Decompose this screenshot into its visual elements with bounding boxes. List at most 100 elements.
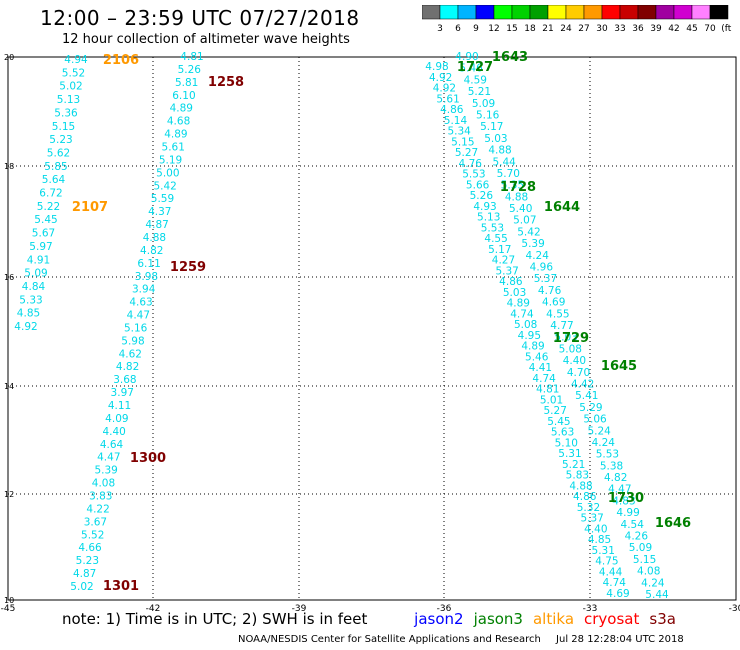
wave-height-label: 4.24: [641, 577, 665, 589]
wave-height-label: 4.88: [488, 145, 511, 157]
wave-height-label: 5.02: [59, 81, 82, 93]
pass-time-label: 1643: [492, 50, 528, 65]
wave-height-label: 6.72: [39, 188, 62, 200]
wave-height-label: 4.92: [433, 83, 456, 95]
wave-height-label: 5.61: [436, 93, 459, 105]
wave-height-label: 4.90: [455, 51, 478, 63]
wave-height-label: 4.87: [145, 219, 168, 231]
wave-height-label: 4.09: [105, 413, 128, 425]
wave-height-label: 4.89: [164, 129, 187, 141]
wave-height-label: 4.74: [510, 308, 534, 320]
colorbar-label: 36: [632, 24, 644, 34]
wave-height-label: 4.95: [518, 330, 541, 342]
wave-height-label: 4.76: [459, 158, 483, 170]
wave-height-label: 3.98: [135, 271, 158, 283]
colorbar-label: 15: [506, 24, 517, 34]
lon-tick-label: -45: [1, 604, 16, 614]
wave-height-label: 5.38: [600, 460, 623, 472]
wave-height-label: 5.15: [52, 121, 75, 133]
wave-height-label: 5.01: [540, 394, 563, 406]
wave-height-label: 4.77: [550, 320, 573, 332]
wave-height-label: 4.08: [637, 566, 660, 578]
wave-height-label: 5.17: [488, 244, 511, 256]
colorbar-label: 3: [437, 24, 443, 34]
wave-height-label: 4.89: [507, 298, 530, 310]
wave-height-label: 5.19: [159, 154, 182, 166]
wave-height-label: 5.21: [468, 86, 491, 98]
page-subtitle: 12 hour collection of altimeter wave hei…: [62, 32, 350, 47]
wave-height-label: 5.33: [19, 294, 42, 306]
wave-height-label: 4.92: [429, 72, 452, 84]
wave-height-label: 5.10: [555, 437, 578, 449]
wave-height-label: 5.97: [29, 241, 52, 253]
wave-height-label: 4.88: [505, 191, 528, 203]
wave-height-label: 4.40: [584, 523, 607, 535]
wave-height-label: 5.02: [70, 581, 93, 593]
wave-height-label: 3.97: [111, 387, 134, 399]
wave-height-label: 4.74: [603, 577, 627, 589]
wave-height-label: 4.82: [116, 361, 139, 373]
wave-height-label: 4.66: [78, 542, 102, 554]
wave-height-label: 4.69: [606, 588, 629, 600]
satellite-s3a: s3a: [649, 610, 676, 628]
wave-height-label: 4.37: [148, 206, 171, 218]
satellite-jason2: jason2: [414, 610, 464, 628]
wave-height-label: 5.27: [455, 147, 478, 159]
wave-height-label: 4.41: [529, 362, 552, 374]
wave-height-label: 5.53: [481, 222, 504, 234]
wave-height-label: 5.66: [466, 179, 490, 191]
colorbar-label: 24: [560, 24, 572, 34]
wave-height-label: 5.13: [57, 94, 80, 106]
pass-time-label: 1729: [553, 331, 589, 346]
pass-time-label: 1728: [500, 180, 536, 195]
colorbar-label: 70: [704, 24, 716, 34]
wave-height-label: 4.54: [621, 519, 645, 531]
wave-height-label: 4.76: [538, 285, 562, 297]
wave-height-label: 5.15: [633, 554, 656, 566]
wave-height-label: 5.22: [37, 201, 60, 213]
wave-height-label: 5.35: [501, 180, 524, 192]
wave-height-label: 5.67: [32, 228, 55, 240]
satellite-legend: jason2 jason3 altika cryosat s3a: [414, 610, 686, 628]
wave-height-label: 5.26: [178, 64, 202, 76]
wave-height-label: 4.85: [588, 534, 611, 546]
wave-height-label: 5.36: [54, 107, 78, 119]
colorbar-label: 30: [596, 24, 608, 34]
timestamp: Jul 28 12:28:04 UTC 2018: [556, 634, 684, 645]
colorbar-label: 39: [650, 24, 662, 34]
wave-height-label: 6.11: [137, 258, 160, 270]
wave-height-label: 4.26: [625, 531, 649, 543]
lon-tick-label: -39: [292, 604, 307, 614]
pass-time-label: 1646: [655, 516, 691, 531]
wave-height-label: 5.45: [547, 416, 570, 428]
wave-height-label: 5.24: [587, 425, 611, 437]
credit-text: NOAA/NESDIS Center for Satellite Applica…: [238, 634, 541, 645]
wave-height-label: 4.96: [530, 262, 554, 274]
lat-tick-label: 16: [4, 273, 14, 282]
footer-note: note: 1) Time is in UTC; 2) SWH is in fe…: [62, 610, 368, 628]
colorbar-label: 33: [614, 24, 625, 34]
wave-height-label: 5.31: [558, 448, 581, 460]
satellite-cryosat: cryosat: [584, 610, 640, 628]
wave-height-label: 4.59: [464, 74, 487, 86]
colorbar-label: 12: [488, 24, 499, 34]
wave-height-label: 4.40: [563, 355, 586, 367]
wave-height-label: 5.15: [451, 136, 474, 148]
wave-height-label: 4.75: [595, 556, 618, 568]
wave-height-label: 5.09: [629, 542, 652, 554]
pass-time-label: 1300: [130, 451, 166, 466]
wave-height-label: 5.42: [517, 226, 540, 238]
wave-height-label: 5.37: [534, 273, 557, 285]
lat-tick-label: 18: [4, 162, 14, 171]
wave-height-label: 4.88: [569, 480, 592, 492]
page-title: 12:00 – 23:59 UTC 07/27/2018: [40, 6, 360, 30]
wave-height-label: 5.44: [492, 156, 516, 168]
wave-height-label: 5.03: [484, 133, 507, 145]
wave-height-label: 5.52: [62, 67, 85, 79]
lon-tick-label: -36: [437, 604, 452, 614]
wave-height-label: 3.67: [84, 516, 107, 528]
wave-height-label: 5.03: [503, 287, 526, 299]
wave-height-label: 5.07: [513, 215, 536, 227]
wave-height-label: 5.14: [444, 115, 468, 127]
